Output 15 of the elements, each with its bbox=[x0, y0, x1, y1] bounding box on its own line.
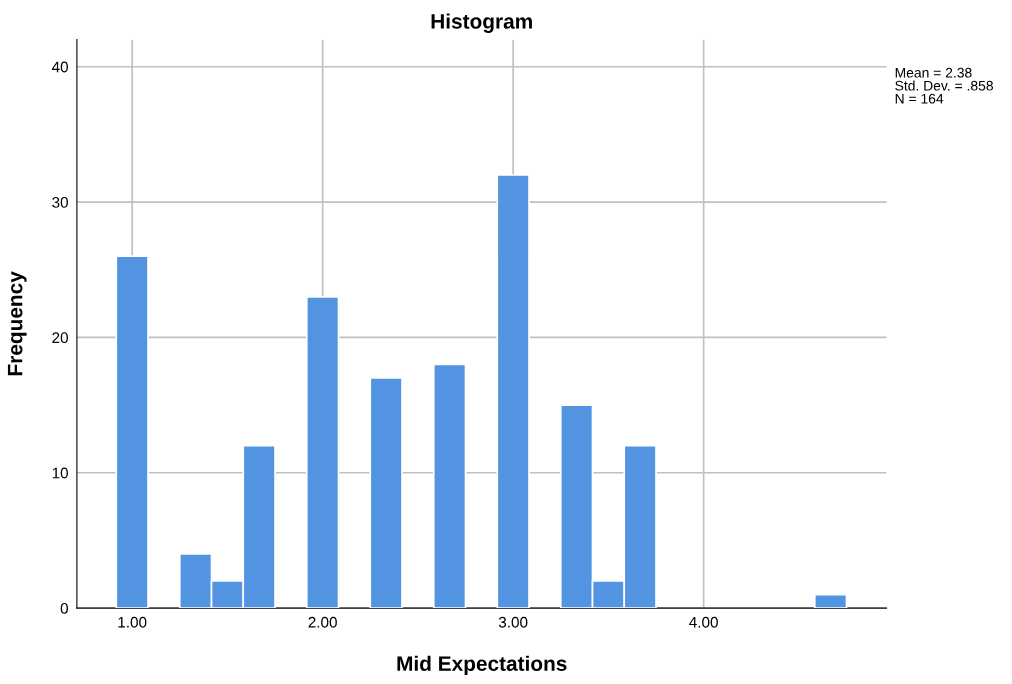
chart-title: Histogram bbox=[431, 13, 532, 33]
y-tick-label: 40 bbox=[51, 61, 68, 73]
x-tick-label: 4.00 bbox=[689, 616, 718, 628]
y-tick-label: 0 bbox=[60, 602, 68, 614]
text: Std. Dev. = .858 bbox=[895, 80, 993, 91]
y-tick-label: 10 bbox=[52, 467, 68, 479]
x-tick-label: 1.00 bbox=[118, 616, 147, 628]
y-tick-label: 30 bbox=[52, 196, 68, 208]
y-tick-label: 20 bbox=[52, 332, 68, 344]
text: N = 164 bbox=[895, 93, 944, 104]
y-axis-title: Frequency bbox=[7, 271, 27, 376]
x-tick-label: 3.00 bbox=[498, 616, 528, 628]
x-tick-label: 2.00 bbox=[308, 616, 337, 628]
text: Mean = 2.38 bbox=[895, 67, 972, 78]
x-axis-title: Mid Expectations bbox=[397, 655, 567, 676]
